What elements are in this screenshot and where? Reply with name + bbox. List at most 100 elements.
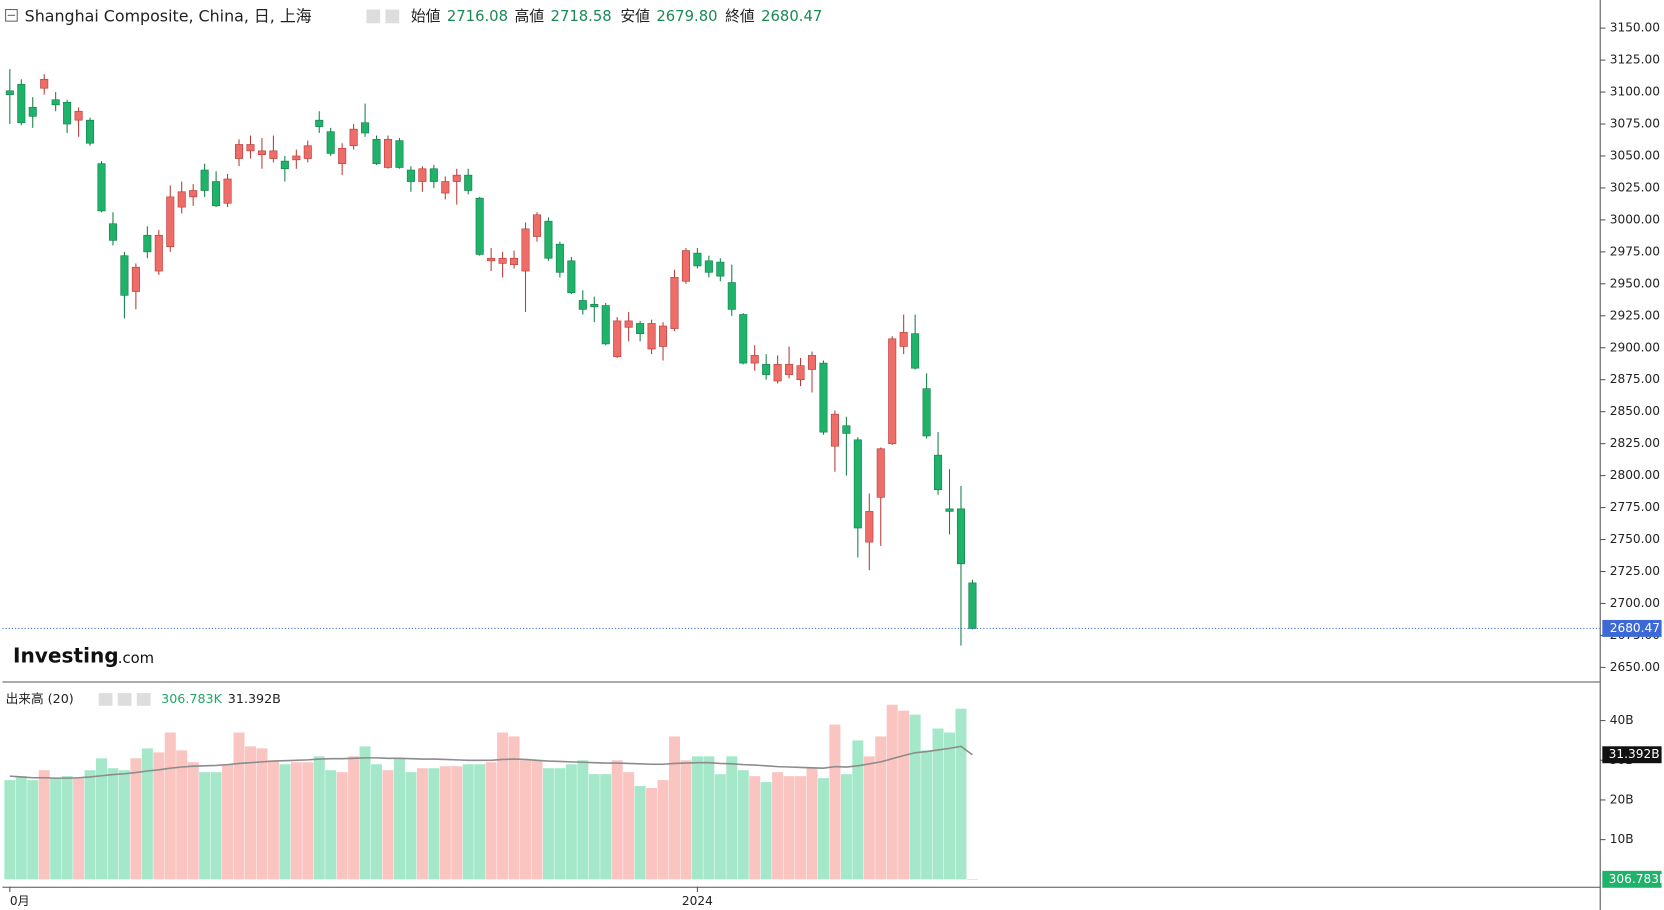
volume-bar	[153, 752, 165, 880]
volume-bar	[279, 764, 291, 880]
volume-bar	[772, 772, 784, 880]
volume-bar	[783, 776, 795, 880]
y-tick-label: 10B	[1610, 832, 1634, 846]
volume-bar	[829, 724, 841, 880]
candle-body	[154, 234, 163, 272]
volume-legend-value: 306.783K	[161, 691, 222, 706]
volume-settings-icon[interactable]	[117, 693, 132, 706]
candle-body	[143, 234, 152, 253]
y-tick-label: 2900.00	[1610, 340, 1660, 354]
candle-body	[108, 223, 117, 241]
candle-body	[773, 364, 782, 382]
candle-body	[578, 300, 587, 310]
candle-body	[888, 338, 897, 444]
candle-body	[223, 178, 232, 204]
candle-body	[63, 101, 72, 125]
candle-body	[762, 364, 771, 375]
candle-body	[326, 131, 335, 154]
volume-bar	[199, 772, 211, 880]
volume-bar	[107, 768, 119, 880]
field-label: 終値	[725, 8, 755, 25]
volume-bar	[439, 766, 451, 880]
volume-bar	[737, 770, 749, 880]
y-tick-label: 2975.00	[1610, 244, 1660, 258]
candle-body	[418, 168, 427, 182]
candle-body	[624, 320, 633, 328]
ma-badge-label: 31.392B	[1609, 747, 1660, 761]
y-tick-label: 2925.00	[1610, 308, 1660, 322]
volume-bar	[256, 748, 268, 880]
candle-body	[968, 582, 977, 629]
candle-body	[189, 190, 198, 198]
candle-body	[120, 255, 129, 296]
volume-eye-icon[interactable]	[98, 693, 113, 706]
volume-bar	[520, 760, 532, 880]
volume-bar	[84, 770, 96, 880]
candle-body	[670, 277, 679, 329]
volume-bar	[668, 736, 680, 880]
volume-bar	[886, 704, 898, 880]
volume-title: 出来高 (20)	[6, 691, 74, 706]
settings-icon[interactable]	[366, 9, 381, 24]
field-value: 2716.08	[447, 8, 508, 25]
candle-body	[498, 257, 507, 264]
candle-body	[911, 333, 920, 369]
chart-title: Shanghai Composite, China, 日, 上海	[25, 6, 312, 25]
volume-bar	[176, 750, 188, 880]
gear-icon[interactable]	[385, 9, 400, 24]
collapse-icon[interactable]	[5, 8, 18, 22]
y-tick-label: 2875.00	[1610, 372, 1660, 386]
volume-bar	[600, 774, 612, 880]
candle-body	[40, 78, 49, 89]
candle-body	[727, 282, 736, 310]
volume-bar	[428, 768, 440, 880]
y-tick-label: 2650.00	[1610, 660, 1660, 674]
volume-bar	[806, 768, 818, 880]
volume-bar	[944, 732, 956, 880]
field-label: 安値	[620, 8, 650, 25]
volume-bar	[795, 776, 807, 880]
candle-body	[97, 163, 106, 212]
y-tick-label: 3025.00	[1610, 180, 1660, 194]
candle-body	[555, 243, 564, 273]
volume-close-icon[interactable]	[136, 693, 151, 706]
candle-body	[441, 181, 450, 194]
candle-body	[74, 110, 83, 121]
y-tick-label: 2950.00	[1610, 276, 1660, 290]
y-tick-label: 2775.00	[1610, 500, 1660, 514]
candle-body	[86, 119, 95, 144]
volume-bar	[405, 772, 417, 880]
candle-body	[303, 145, 312, 159]
field-label: 高値	[515, 8, 545, 25]
x-tick-label: 0月	[10, 894, 30, 908]
volume-bar	[852, 740, 864, 880]
volume-bar	[38, 770, 50, 880]
volume-bar	[623, 772, 635, 880]
candle-body	[464, 174, 473, 191]
volume-bar	[130, 758, 142, 880]
candle-body	[681, 250, 690, 282]
candle-body	[5, 90, 14, 95]
y-tick-label: 3000.00	[1610, 212, 1660, 226]
y-tick-label: 3125.00	[1610, 53, 1660, 67]
volume-bar	[955, 708, 967, 880]
candle-body	[372, 139, 381, 164]
volume-bar	[244, 746, 256, 880]
volume-bar	[542, 768, 554, 880]
candle-body	[521, 228, 530, 272]
volume-bar	[634, 786, 646, 880]
candle-body	[406, 169, 415, 182]
candle-body	[819, 362, 828, 433]
volume-bar	[233, 732, 245, 880]
volume-bar	[348, 756, 360, 880]
volume-bar	[61, 776, 73, 880]
volume-bar	[141, 748, 153, 880]
y-tick-label: 40B	[1610, 713, 1634, 727]
volume-bar	[416, 768, 428, 880]
volume-bar	[508, 736, 520, 880]
volume-bar	[393, 758, 405, 880]
volume-bar	[96, 758, 108, 880]
volume-bar	[187, 762, 199, 880]
volume-bar	[921, 750, 933, 880]
